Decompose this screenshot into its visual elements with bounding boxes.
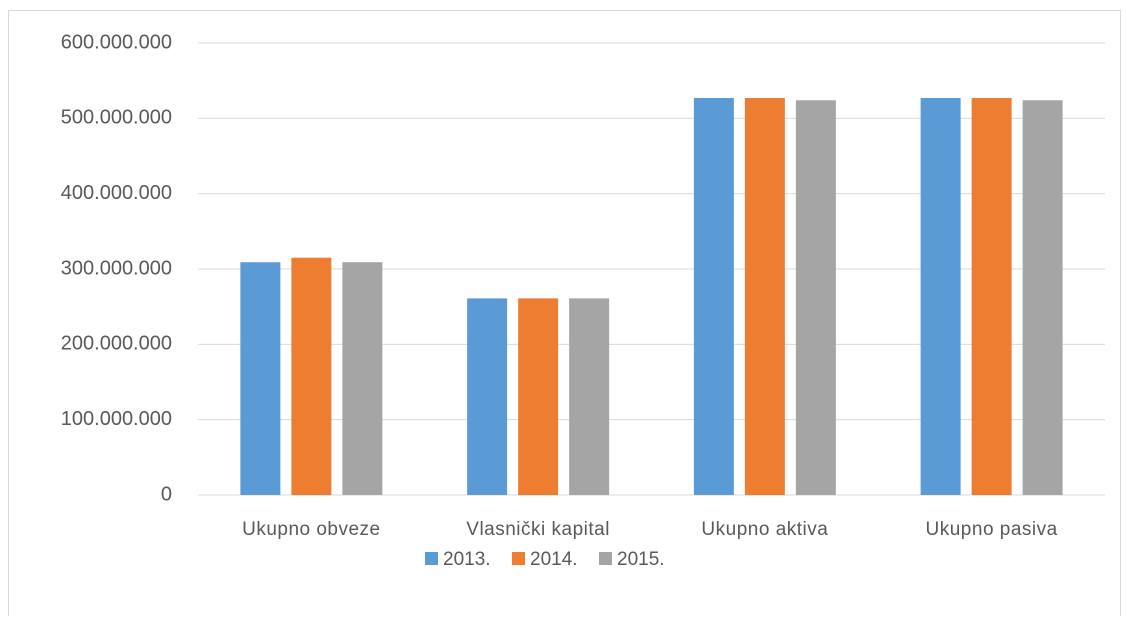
bar — [467, 298, 508, 495]
y-tick-label: 0 — [161, 483, 172, 505]
y-tick-label: 400.000.000 — [61, 182, 172, 204]
bar — [693, 97, 734, 495]
y-tick-label: 300.000.000 — [61, 257, 172, 279]
bar — [291, 257, 332, 495]
legend-label: 2015. — [617, 549, 665, 570]
legend-label: 2014. — [530, 549, 578, 570]
bar — [518, 298, 559, 495]
y-tick-label: 500.000.000 — [61, 107, 172, 129]
legend-label: 2013. — [443, 549, 491, 570]
x-tick-label: Vlasnički kapital — [466, 519, 610, 540]
legend-swatch — [512, 552, 525, 565]
bar — [744, 97, 785, 495]
y-tick-label: 200.000.000 — [61, 333, 172, 355]
bar — [795, 100, 836, 496]
legend-swatch — [599, 552, 612, 565]
bar — [920, 97, 961, 495]
legend-swatch — [425, 552, 438, 565]
x-tick-label: Ukupno pasiva — [926, 519, 1058, 540]
bar — [971, 97, 1012, 495]
y-tick-label: 600.000.000 — [61, 31, 172, 53]
bar — [569, 298, 610, 495]
bar — [1022, 100, 1063, 496]
bar — [240, 262, 281, 495]
bar — [342, 262, 383, 495]
y-tick-label: 100.000.000 — [61, 408, 172, 430]
x-tick-label: Ukupno obveze — [242, 519, 381, 540]
x-tick-label: Ukupno aktiva — [701, 519, 828, 540]
